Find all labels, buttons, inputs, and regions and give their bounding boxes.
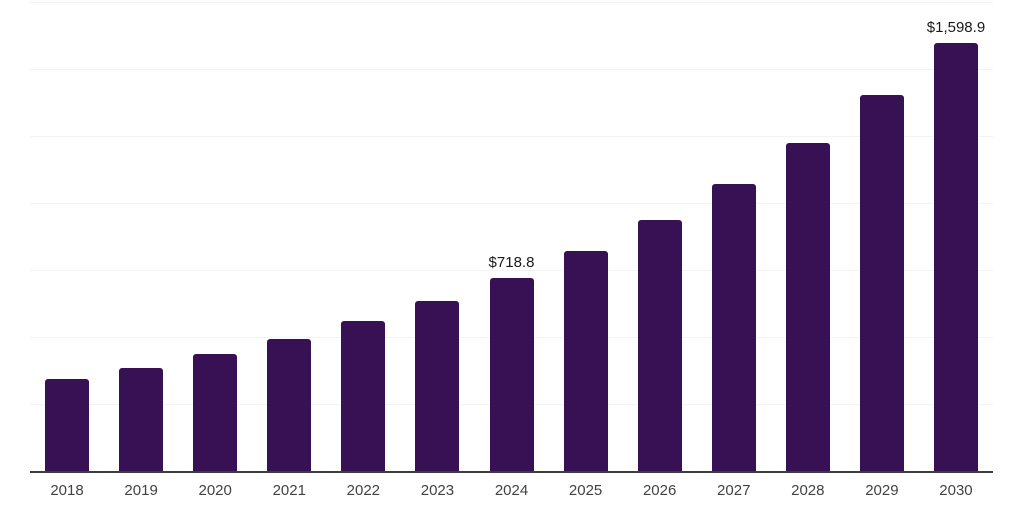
x-tick-label-2029: 2029 bbox=[865, 482, 899, 499]
x-tick-label-2026: 2026 bbox=[642, 482, 677, 499]
bar-2025[interactable] bbox=[563, 251, 608, 471]
x-tick-label-2028: 2028 bbox=[791, 482, 825, 499]
x-tick-label-2022: 2022 bbox=[346, 482, 381, 499]
bar-slot bbox=[30, 2, 104, 471]
gridline bbox=[30, 136, 993, 137]
plot-area: $718.8 $1,598.9 bbox=[30, 2, 993, 473]
bar-2019[interactable] bbox=[119, 368, 164, 471]
bar-slot bbox=[771, 2, 845, 471]
bar-slot: $718.8 bbox=[474, 2, 548, 471]
bar-slot bbox=[623, 2, 697, 471]
bar-value-label-2030: $1,598.9 bbox=[926, 18, 986, 36]
x-tick-label-2030: 2030 bbox=[939, 482, 973, 499]
bar-2028[interactable] bbox=[785, 143, 830, 471]
bar-slot bbox=[400, 2, 474, 471]
gridline bbox=[30, 69, 993, 70]
bar-2026[interactable] bbox=[637, 220, 682, 471]
bar-slot bbox=[252, 2, 326, 471]
bar-2018[interactable] bbox=[45, 379, 90, 471]
x-tick-label-2018: 2018 bbox=[50, 482, 84, 499]
bar-slot bbox=[845, 2, 919, 471]
bar-2023[interactable] bbox=[415, 301, 460, 471]
bar-slot bbox=[549, 2, 623, 471]
x-tick-label-2025: 2025 bbox=[568, 482, 603, 499]
x-tick-label-2020: 2020 bbox=[198, 482, 232, 499]
gridline bbox=[30, 2, 993, 3]
bar-2029[interactable] bbox=[859, 95, 904, 471]
x-tick-label-2021: 2021 bbox=[272, 482, 306, 499]
bar-2027[interactable] bbox=[711, 184, 756, 471]
x-tick-label-2023: 2023 bbox=[420, 482, 455, 499]
bars-row: $718.8 $1,598.9 bbox=[30, 2, 993, 471]
bar-slot bbox=[326, 2, 400, 471]
bar-value-label-2024: $718.8 bbox=[488, 254, 535, 272]
x-tick-label-2024: 2024 bbox=[494, 482, 529, 499]
bar-slot bbox=[697, 2, 771, 471]
bar-2021[interactable] bbox=[267, 339, 312, 471]
bar-slot: $1,598.9 bbox=[919, 2, 993, 471]
bar-2020[interactable] bbox=[193, 354, 238, 471]
gridline bbox=[30, 270, 993, 271]
x-tick-label-2027: 2027 bbox=[717, 482, 751, 499]
bar-2024[interactable] bbox=[489, 278, 534, 471]
bar-slot bbox=[178, 2, 252, 471]
gridline bbox=[30, 203, 993, 204]
x-axis-tick-labels: 2018 2019 2020 2021 2022 2023 2024 2025 2026 2027… bbox=[30, 482, 993, 499]
bar-2022[interactable] bbox=[341, 321, 386, 471]
bar-slot bbox=[104, 2, 178, 471]
x-tick-label-2019: 2019 bbox=[124, 482, 158, 499]
bar-2030[interactable] bbox=[933, 42, 978, 471]
